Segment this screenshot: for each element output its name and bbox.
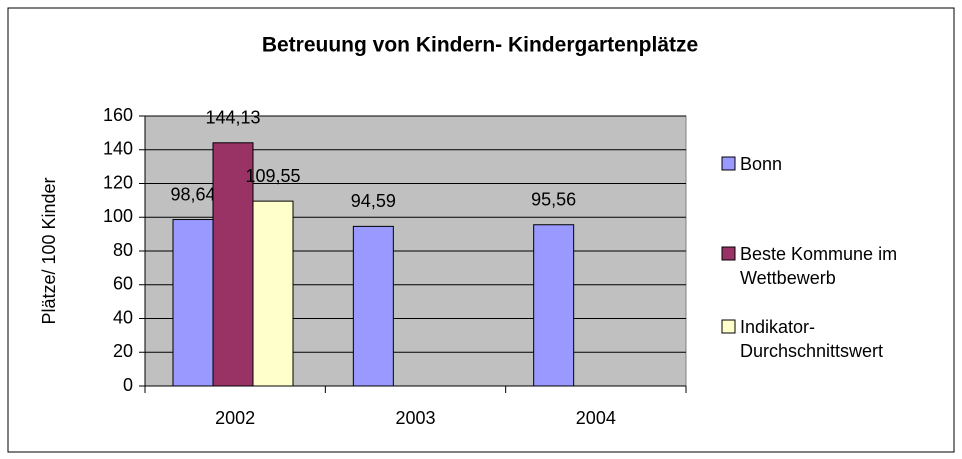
chart-title: Betreuung von Kindern- Kindergartenplätz… [262, 34, 698, 57]
bar [172, 219, 214, 387]
y-tick-label: 0 [123, 375, 133, 395]
bar [252, 200, 294, 387]
y-tick-label: 80 [113, 240, 133, 260]
data-label: 94,59 [351, 191, 396, 211]
data-label: 95,56 [531, 189, 576, 209]
legend-label: Bonn [740, 154, 783, 174]
y-tick-label: 60 [113, 274, 133, 294]
legend-swatch [721, 319, 736, 334]
y-tick-label: 20 [113, 341, 133, 361]
legend-label: Beste Kommune im Wettbewerb [740, 244, 898, 288]
data-label: 109,55 [245, 166, 300, 186]
x-tick-label: 2004 [576, 408, 616, 428]
legend-swatch [721, 246, 736, 261]
bar [212, 142, 254, 387]
y-tick-label: 100 [103, 206, 133, 226]
data-label: 98,64 [170, 184, 215, 204]
x-tick-label: 2003 [395, 408, 435, 428]
bar [533, 224, 575, 387]
legend-swatch [721, 156, 736, 171]
y-tick-label: 140 [103, 139, 133, 159]
y-tick-label: 40 [113, 307, 133, 327]
x-tick-label: 2002 [215, 408, 255, 428]
bar [352, 225, 394, 387]
y-axis-label: Plätze/ 100 Kinder [39, 177, 59, 324]
data-label: 144,13 [205, 108, 260, 128]
legend-label: Indikator-Durchschnittswert [740, 317, 884, 361]
y-tick-label: 120 [103, 172, 133, 192]
y-tick-label: 160 [103, 105, 133, 125]
